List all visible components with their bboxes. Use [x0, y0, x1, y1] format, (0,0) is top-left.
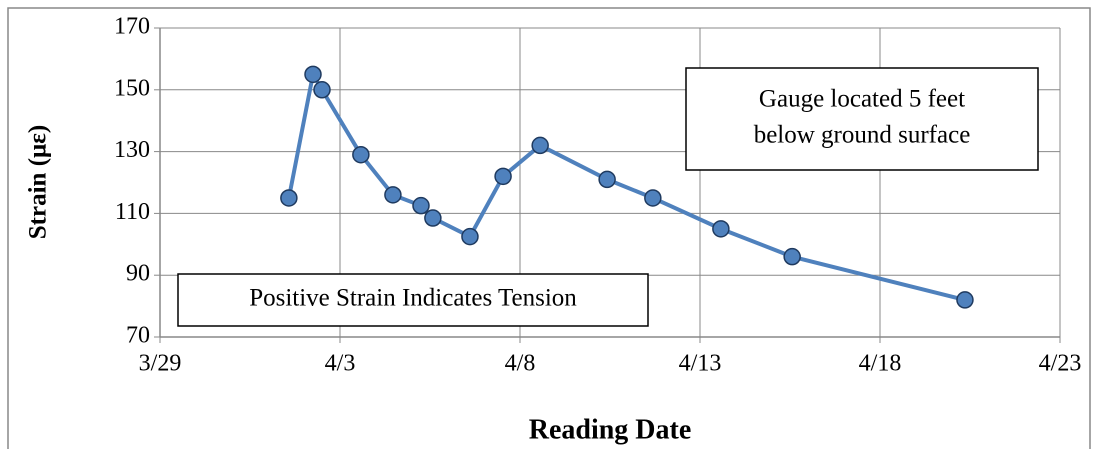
data-point — [352, 145, 370, 164]
data-point — [412, 196, 430, 215]
data-point — [783, 247, 801, 266]
data-point — [712, 220, 730, 238]
data-point — [424, 209, 442, 227]
data-point — [384, 186, 402, 204]
annotation-text: below ground surface — [754, 122, 971, 149]
data-point — [531, 136, 549, 155]
x-tick-label: 4/18 — [859, 351, 902, 377]
data-point — [280, 189, 298, 207]
x-tick-label: 4/23 — [1039, 351, 1082, 377]
x-tick-label: 3/29 — [139, 351, 182, 377]
data-point — [304, 65, 322, 84]
x-tick-label: 4/8 — [505, 351, 536, 377]
y-tick-label: 90 — [126, 261, 150, 287]
y-axis-label: Strain (με) — [25, 125, 52, 239]
annotation-text: Gauge located 5 feet — [759, 86, 965, 113]
annotation-box — [685, 67, 1039, 171]
data-point — [494, 167, 512, 186]
y-tick-label: 110 — [115, 199, 150, 225]
data-point — [461, 227, 479, 246]
annotation-text: Positive Strain Indicates Tension — [249, 285, 577, 312]
y-tick-label: 70 — [126, 323, 150, 349]
x-tick-label: 4/13 — [679, 351, 722, 377]
y-tick-label: 150 — [114, 75, 150, 101]
annotation-box — [177, 273, 649, 327]
data-point — [956, 291, 974, 309]
y-tick-label: 130 — [114, 137, 150, 163]
data-point — [313, 81, 331, 99]
data-point — [598, 170, 616, 189]
x-axis-label: Reading Date — [529, 414, 692, 445]
data-point — [644, 189, 662, 207]
x-tick-label: 4/3 — [325, 351, 356, 377]
y-tick-label: 170 — [114, 14, 150, 40]
